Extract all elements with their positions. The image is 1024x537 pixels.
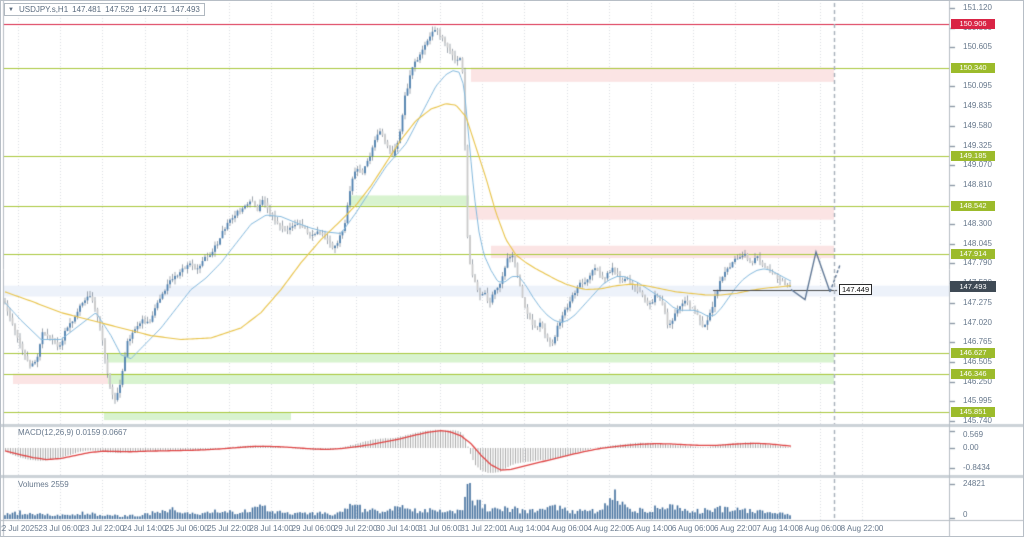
price-axis-tick: 149.325 [963, 140, 992, 150]
time-axis-label: 8 Aug 06:00 [798, 524, 842, 533]
time-axis-label: 8 Aug 22:00 [840, 524, 884, 533]
macd-axis-zero: 0.00 [963, 443, 979, 452]
price-level-badge: 149.185 [951, 151, 995, 162]
price-level-badge: 146.627 [951, 347, 995, 358]
time-axis-label: 23 Jul 22:00 [80, 524, 125, 533]
time-axis-label: 22 Jul 2025 [0, 524, 39, 533]
ohlc-close: 147.493 [170, 5, 200, 14]
volume-axis-zero: 0 [963, 510, 968, 519]
chart-title: ▼ USDJPY.s,H1 147.481 147.529 147.471 14… [4, 3, 205, 16]
price-level-badge: 145.851 [951, 407, 995, 418]
collapse-icon[interactable]: ▼ [8, 6, 14, 13]
macd-indicator-label: MACD(12,26,9) 0.0159 0.0667 [18, 428, 127, 437]
macd-axis-max: 0.569 [963, 430, 984, 439]
time-axis-label: 6 Aug 22:00 [714, 524, 757, 533]
time-axis-label: 1 Aug 14:00 [503, 524, 546, 533]
time-axis-label: 24 Jul 14:00 [122, 524, 167, 533]
price-axis-tick: 146.765 [963, 337, 992, 347]
price-axis-tick: 151.120 [963, 2, 992, 12]
ohlc-low: 147.471 [138, 5, 167, 14]
time-axis-label: 29 Jul 22:00 [333, 524, 378, 533]
price-level-badge: 150.906 [951, 19, 995, 30]
price-axis-tick: 149.070 [963, 160, 992, 170]
price-level-badge: 147.914 [951, 248, 995, 259]
price-axis-tick: 148.810 [963, 180, 992, 190]
time-axis-label: 4 Aug 22:00 [587, 524, 631, 533]
volumes-indicator-label: Volumes 2559 [18, 480, 69, 489]
time-axis-label: 7 Aug 14:00 [756, 524, 799, 533]
time-axis-label: 31 Jul 22:00 [460, 524, 504, 533]
time-axis-label: 25 Jul 06:00 [165, 524, 209, 533]
price-axis-tick: 147.020 [963, 317, 992, 327]
price-axis-tick: 146.250 [963, 376, 992, 386]
time-axis-label: 31 Jul 06:00 [418, 524, 462, 533]
price-level-badge: 146.346 [951, 369, 995, 380]
time-axis-label: 30 Jul 14:00 [376, 524, 420, 533]
time-axis-label: 6 Aug 06:00 [671, 524, 715, 533]
ohlc-high: 147.529 [105, 5, 134, 14]
time-axis-label: 28 Jul 14:00 [249, 524, 293, 533]
time-axis-label: 5 Aug 14:00 [629, 524, 673, 533]
price-axis-tick: 147.275 [963, 297, 992, 307]
price-axis-tick: 145.740 [963, 415, 992, 425]
price-axis-tick: 147.790 [963, 258, 992, 268]
price-axis-tick: 150.095 [963, 81, 992, 91]
volume-axis-max: 24821 [963, 479, 986, 488]
price-axis-tick: 148.045 [963, 238, 992, 248]
ohlc-open: 147.481 [72, 5, 102, 14]
price-level-badge: 150.340 [951, 62, 995, 73]
price-axis-tick: 149.835 [963, 101, 992, 111]
time-axis-label: 4 Aug 06:00 [545, 524, 588, 533]
time-axis-label: 29 Jul 06:00 [291, 524, 336, 533]
price-axis-tick: 146.505 [963, 357, 992, 367]
price-axis-tick: 148.300 [963, 219, 992, 229]
current-price-badge: 147.493 [950, 280, 996, 292]
price-axis-tick: 145.995 [963, 396, 992, 406]
price-axis-tick: 149.580 [963, 120, 992, 130]
price-level-badge: 148.542 [951, 200, 995, 211]
price-line-label[interactable]: 147.449 [839, 284, 873, 295]
price-axis-tick: 150.605 [963, 42, 992, 52]
time-axis-label: 23 Jul 06:00 [38, 524, 82, 533]
symbol-period-label: USDJPY.s,H1 [18, 5, 69, 14]
macd-axis-min: -0.8434 [963, 463, 991, 472]
time-axis-label: 25 Jul 22:00 [207, 524, 251, 533]
